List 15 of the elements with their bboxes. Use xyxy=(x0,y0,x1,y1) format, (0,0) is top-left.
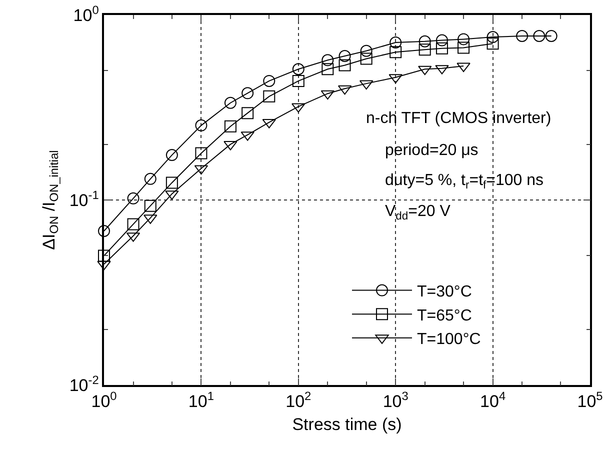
x-tick-label: 10$^{1}$ xyxy=(188,389,214,412)
y-tick-label: 10$^{-1}$ xyxy=(69,188,100,210)
annotation: period=20 μs xyxy=(385,142,478,159)
legend-label: T=100°C xyxy=(417,331,481,348)
legend-label: T=30°C xyxy=(417,284,472,301)
annotation: V$_{dd}$=20 V xyxy=(385,203,451,222)
annotation: n-ch TFT (CMOS inverter) xyxy=(366,110,552,127)
annotation: duty=5 %, t$_{r}$=t$_{f}$=100 ns xyxy=(385,172,544,192)
legend-label: T=65°C xyxy=(417,307,472,324)
x-tick-label: 10$^{4}$ xyxy=(480,389,506,412)
x-tick-label: 10$^{3}$ xyxy=(382,389,409,412)
x-tick-label: 10$^{2}$ xyxy=(286,389,312,412)
x-tick-label: 10$^{5}$ xyxy=(577,389,604,412)
y-tick-label: 10$^{0}$ xyxy=(73,2,100,25)
x-axis-title: Stress time (s) xyxy=(292,415,402,434)
